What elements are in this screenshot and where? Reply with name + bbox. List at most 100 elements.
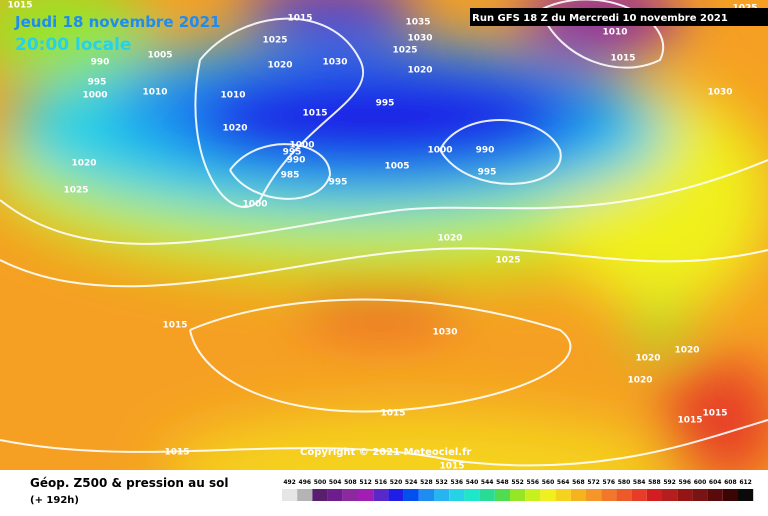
isobar-label: 1015 xyxy=(610,54,635,64)
isobar-label: 1025 xyxy=(495,256,520,266)
time-label: 20:00 locale xyxy=(15,35,131,55)
run-banner xyxy=(470,8,768,26)
colorbar-label: 584 xyxy=(633,479,646,486)
colorbar-label: 500 xyxy=(314,479,327,486)
colorbar-swatch xyxy=(494,489,510,501)
isobar-label: 1010 xyxy=(220,91,245,101)
isobar-label: 1030 xyxy=(707,88,732,98)
isobar-label: 1020 xyxy=(222,124,247,134)
colorbar-label: 560 xyxy=(542,479,555,486)
colorbar-swatch xyxy=(327,489,343,501)
colorbar-swatch xyxy=(616,489,632,501)
isobar-label: 995 xyxy=(376,99,395,109)
colorbar-swatch xyxy=(510,489,526,501)
colorbar-swatch xyxy=(358,489,374,501)
colorbar-swatch xyxy=(586,489,602,501)
isobar-label: 1020 xyxy=(267,61,292,71)
isobar-label: 1010 xyxy=(142,88,167,98)
colorbar-label: 576 xyxy=(603,479,616,486)
colorbar-label: 552 xyxy=(511,479,524,486)
isobar-label: 1015 xyxy=(380,409,405,419)
colorbar-label: 520 xyxy=(390,479,403,486)
isobar-label: 1015 xyxy=(439,462,464,472)
isobar-label: 1020 xyxy=(71,159,96,169)
isobar-label: 1005 xyxy=(384,162,409,172)
colorbar-swatch xyxy=(555,489,571,501)
colorbar-label: 564 xyxy=(557,479,570,486)
isobar-label: 995 xyxy=(283,148,302,158)
date-label: Jeudi 18 novembre 2021 xyxy=(14,13,220,31)
isobar-label: 1005 xyxy=(147,51,172,61)
colorbar-swatch xyxy=(479,489,495,501)
colorbar-swatch xyxy=(540,489,556,501)
colorbar-label: 508 xyxy=(344,479,357,486)
isobar-label: 1025 xyxy=(63,186,88,196)
colorbar-label: 604 xyxy=(709,479,722,486)
isobar-label: 1020 xyxy=(635,354,660,364)
colorbar-label: 512 xyxy=(359,479,372,486)
colorbar-swatch xyxy=(738,489,754,501)
isobar-label: 1000 xyxy=(242,200,267,210)
run-label: Run GFS 18 Z du Mercredi 10 novembre 202… xyxy=(472,13,728,24)
colorbar-label: 612 xyxy=(739,479,752,486)
colorbar-label: 496 xyxy=(299,479,312,486)
isobar-label: 1015 xyxy=(164,448,189,458)
colorbar-swatch xyxy=(662,489,678,501)
isobar-label: 990 xyxy=(476,146,495,156)
isobar-label: 1035 xyxy=(405,18,430,28)
colorbar-swatch xyxy=(418,489,434,501)
colorbar-label: 536 xyxy=(451,479,464,486)
colorbar-label: 588 xyxy=(648,479,661,486)
colorbar-swatch xyxy=(525,489,541,501)
colorbar-label: 492 xyxy=(283,479,296,486)
colorbar-swatch xyxy=(631,489,647,501)
colorbar-swatch xyxy=(373,489,389,501)
colorbar-label: 524 xyxy=(405,479,418,486)
colorbar-swatch xyxy=(282,489,298,501)
isobar-label: 1025 xyxy=(392,46,417,56)
colorbar-label: 540 xyxy=(466,479,479,486)
colorbar-label: 532 xyxy=(435,479,448,486)
isobar-label: 990 xyxy=(91,58,110,68)
isobar-label: 995 xyxy=(478,168,497,178)
colorbar-label: 592 xyxy=(663,479,676,486)
colorbar-swatch xyxy=(646,489,662,501)
colorbar-swatch xyxy=(342,489,358,501)
footer-title: Géop. Z500 & pression au sol xyxy=(30,476,228,490)
colorbar-label: 596 xyxy=(679,479,692,486)
isobar-label: 1015 xyxy=(287,14,312,24)
colorbar-swatch xyxy=(388,489,404,501)
isobar-label: 1020 xyxy=(627,376,652,386)
isobar-label: 1015 xyxy=(7,1,32,11)
colorbar-swatch xyxy=(692,489,708,501)
colorbar-swatch xyxy=(403,489,419,501)
isobar-label: 1010 xyxy=(602,28,627,38)
isobar-label: 1000 xyxy=(427,146,452,156)
colorbar-swatch xyxy=(297,489,313,501)
colorbar-label: 600 xyxy=(694,479,707,486)
colorbar-swatch xyxy=(312,489,328,501)
colorbar-swatch xyxy=(677,489,693,501)
isobar-label: 995 xyxy=(329,178,348,188)
colorbar-label: 572 xyxy=(587,479,600,486)
isobar-label: 1015 xyxy=(162,321,187,331)
colorbar-label: 548 xyxy=(496,479,509,486)
colorbar-label: 568 xyxy=(572,479,585,486)
isobar-label: 1000 xyxy=(289,141,314,151)
isobar-label: 1020 xyxy=(437,234,462,244)
colorbar-swatch xyxy=(449,489,465,501)
colorbar-label: 580 xyxy=(618,479,631,486)
colorbar-swatch xyxy=(464,489,480,501)
colorbar-label: 608 xyxy=(724,479,737,486)
colorbar-swatch xyxy=(434,489,450,501)
isobar-label: 1030 xyxy=(322,58,347,68)
isobar-label: 995 xyxy=(88,78,107,88)
isobar-label: 1015 xyxy=(702,409,727,419)
isobar-label: 1015 xyxy=(302,109,327,119)
isobar-label: 1030 xyxy=(432,328,457,338)
isobar-label: 1000 xyxy=(82,91,107,101)
isobar-label: 1015 xyxy=(677,416,702,426)
colorbar-swatch xyxy=(601,489,617,501)
copyright: Copyright © 2021 Meteociel.fr xyxy=(300,447,471,458)
